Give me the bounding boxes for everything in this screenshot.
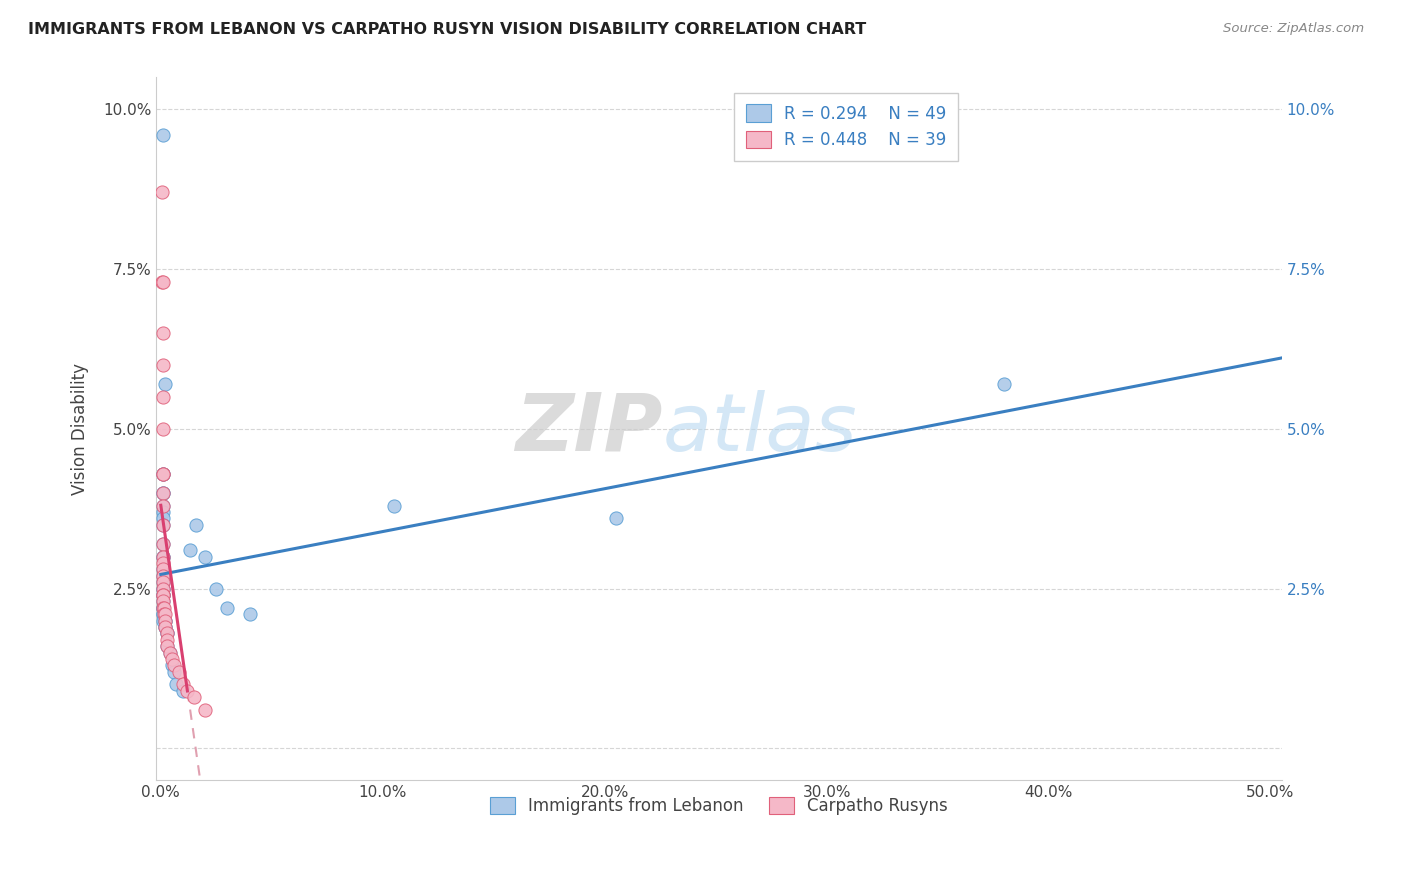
- Point: [152, 588, 174, 602]
- Point: [152, 467, 174, 481]
- Point: [152, 562, 174, 576]
- Point: [152, 517, 174, 532]
- Point: [183, 690, 205, 705]
- Text: Source: ZipAtlas.com: Source: ZipAtlas.com: [1223, 22, 1364, 36]
- Point: [152, 600, 174, 615]
- Point: [152, 575, 174, 590]
- Point: [156, 639, 179, 653]
- Point: [152, 607, 174, 622]
- Point: [152, 582, 174, 596]
- Point: [152, 607, 174, 622]
- Point: [152, 422, 174, 436]
- Point: [152, 588, 174, 602]
- Text: ZIP: ZIP: [516, 390, 662, 468]
- Point: [152, 549, 174, 564]
- Point: [152, 588, 174, 602]
- Point: [152, 569, 174, 583]
- Point: [156, 626, 179, 640]
- Point: [152, 467, 174, 481]
- Point: [152, 549, 174, 564]
- Point: [152, 517, 174, 532]
- Point: [152, 582, 174, 596]
- Point: [152, 390, 174, 404]
- Point: [152, 499, 174, 513]
- Point: [160, 652, 183, 666]
- Point: [150, 275, 173, 289]
- Point: [163, 665, 186, 679]
- Point: [152, 556, 174, 570]
- Point: [172, 677, 194, 691]
- Point: [152, 575, 174, 590]
- Point: [152, 594, 174, 608]
- Point: [165, 677, 187, 691]
- Point: [153, 607, 176, 622]
- Point: [167, 665, 190, 679]
- Point: [382, 499, 405, 513]
- Point: [205, 582, 228, 596]
- Point: [179, 543, 201, 558]
- Point: [152, 537, 174, 551]
- Point: [152, 549, 174, 564]
- Text: atlas: atlas: [662, 390, 858, 468]
- Point: [155, 620, 177, 634]
- Point: [176, 683, 198, 698]
- Point: [605, 511, 627, 525]
- Point: [152, 326, 174, 340]
- Point: [153, 600, 176, 615]
- Point: [155, 620, 177, 634]
- Point: [217, 600, 239, 615]
- Point: [155, 377, 177, 392]
- Point: [152, 275, 174, 289]
- Point: [155, 614, 177, 628]
- Point: [159, 646, 181, 660]
- Point: [163, 658, 186, 673]
- Point: [156, 632, 179, 647]
- Point: [152, 485, 174, 500]
- Point: [152, 600, 174, 615]
- Point: [152, 467, 174, 481]
- Point: [152, 582, 174, 596]
- Point: [152, 569, 174, 583]
- Point: [156, 626, 179, 640]
- Point: [194, 549, 217, 564]
- Point: [155, 614, 177, 628]
- Point: [152, 600, 174, 615]
- Point: [172, 683, 194, 698]
- Point: [993, 377, 1015, 392]
- Point: [152, 588, 174, 602]
- Point: [152, 511, 174, 525]
- Point: [152, 562, 174, 576]
- Legend: Immigrants from Lebanon, Carpatho Rusyns: Immigrants from Lebanon, Carpatho Rusyns: [479, 787, 957, 825]
- Point: [152, 499, 174, 513]
- Text: IMMIGRANTS FROM LEBANON VS CARPATHO RUSYN VISION DISABILITY CORRELATION CHART: IMMIGRANTS FROM LEBANON VS CARPATHO RUSY…: [28, 22, 866, 37]
- Point: [152, 600, 174, 615]
- Point: [152, 588, 174, 602]
- Y-axis label: Vision Disability: Vision Disability: [72, 363, 89, 495]
- Point: [152, 485, 174, 500]
- Point: [152, 594, 174, 608]
- Point: [152, 614, 174, 628]
- Point: [159, 646, 181, 660]
- Point: [156, 626, 179, 640]
- Point: [152, 485, 174, 500]
- Point: [155, 620, 177, 634]
- Point: [152, 128, 174, 142]
- Point: [160, 658, 183, 673]
- Point: [155, 607, 177, 622]
- Point: [152, 467, 174, 481]
- Point: [150, 186, 173, 200]
- Point: [152, 358, 174, 372]
- Point: [152, 537, 174, 551]
- Point: [239, 607, 262, 622]
- Point: [156, 639, 179, 653]
- Point: [186, 517, 208, 532]
- Point: [152, 505, 174, 519]
- Point: [155, 614, 177, 628]
- Point: [194, 703, 217, 717]
